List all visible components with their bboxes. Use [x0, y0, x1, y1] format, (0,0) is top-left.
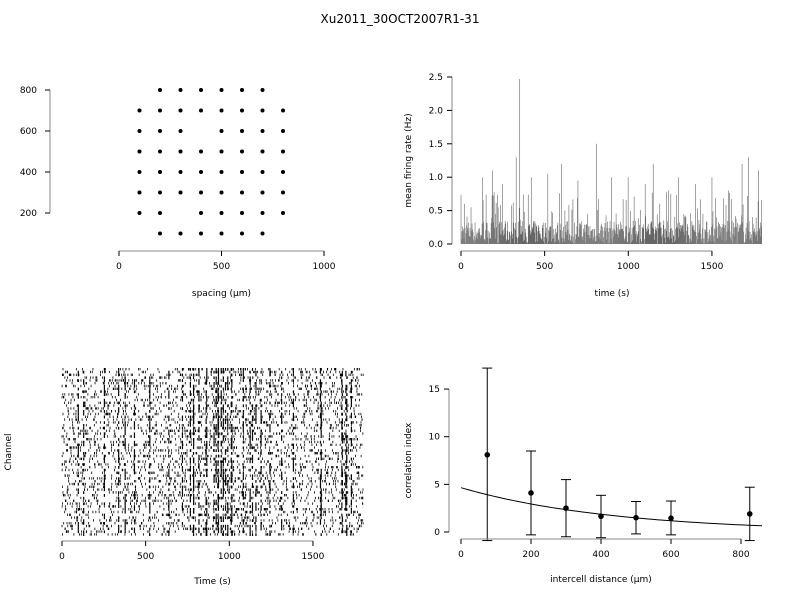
figure-title: Xu2011_30OCT2007R1-31 [320, 12, 480, 26]
electrode-point [199, 170, 203, 174]
electrode-point [178, 231, 183, 236]
electrode-point [199, 108, 203, 113]
electrode-point [260, 129, 265, 133]
electrode-point [281, 211, 285, 215]
electrode-point [199, 190, 203, 195]
electrode-point [137, 149, 142, 154]
electrode-point [219, 211, 224, 215]
rate-y-tick-label: 2.0 [429, 106, 444, 116]
electrode-point [219, 190, 224, 195]
rate-x-label: time (s) [595, 289, 630, 299]
electrode-point [240, 149, 244, 154]
rate-y-label: mean firing rate (Hz) [404, 113, 414, 207]
layout-y-tick-label: 200 [20, 209, 37, 219]
electrode-point [281, 190, 285, 195]
rate-y-tick-label: 1.5 [429, 140, 443, 150]
rate-x-tick-label: 1000 [617, 262, 640, 272]
rate-y-tick-label: 1.0 [429, 173, 444, 183]
electrode-point [281, 170, 285, 174]
layout-y-tick-label: 400 [20, 168, 37, 178]
rate-y-tick-label: 0.5 [429, 207, 443, 217]
electrode-point [137, 190, 142, 195]
electrode-point [260, 88, 265, 92]
electrode-point [219, 108, 224, 113]
electrode-point [260, 190, 265, 195]
rate-x-tick-label: 500 [536, 262, 553, 272]
electrode-point [260, 170, 265, 174]
electrode-point [178, 149, 183, 154]
electrode-point [158, 149, 162, 154]
rate-x-tick-label: 1500 [700, 262, 723, 272]
electrode-point [260, 211, 265, 215]
layout-x-tick-label: 1000 [313, 262, 336, 272]
electrode-point [199, 231, 203, 236]
electrode-point [178, 108, 183, 113]
electrode-point [281, 108, 285, 113]
electrode-point [240, 190, 244, 195]
electrode-point [178, 88, 183, 92]
electrode-point [158, 170, 162, 174]
layout-x-label: spacing (µm) [192, 289, 251, 299]
electrode-point [158, 190, 162, 195]
electrode-point [199, 88, 203, 92]
electrode-point [178, 170, 183, 174]
electrode-point [137, 170, 142, 174]
electrode-point [240, 129, 244, 133]
electrode-point [240, 231, 244, 236]
electrode-point [137, 211, 142, 215]
electrode-point [137, 108, 142, 113]
electrode-point [240, 88, 244, 92]
layout-x-tick-label: 500 [213, 262, 230, 272]
layout-y-tick-label: 600 [20, 127, 37, 137]
layout-y-tick-label: 800 [20, 86, 37, 96]
electrode-point [158, 88, 162, 92]
electrode-point [219, 129, 224, 133]
electrode-point [219, 149, 224, 154]
electrode-point [137, 129, 142, 133]
electrode-point [219, 231, 224, 236]
electrode-point [260, 108, 265, 113]
electrode-point [158, 129, 162, 133]
electrode-point [199, 149, 203, 154]
electrode-point [178, 190, 183, 195]
electrode-point [260, 149, 265, 154]
electrode-point [158, 211, 162, 215]
electrode-point [219, 170, 224, 174]
electrode-point [281, 149, 285, 154]
rate-x-tick-label: 0 [458, 262, 464, 272]
electrode-point [178, 129, 183, 133]
electrode-point [281, 129, 285, 133]
rate-y-tick-label: 0.0 [429, 240, 444, 250]
electrode-point [199, 211, 203, 215]
layout-x-tick-label: 0 [116, 262, 122, 272]
electrode-point [240, 108, 244, 113]
electrode-point [260, 231, 265, 236]
electrode-point [219, 88, 224, 92]
electrode-point [240, 170, 244, 174]
rate-y-tick-label: 2.5 [429, 73, 443, 83]
electrode-point [158, 231, 162, 236]
electrode-point [158, 108, 162, 113]
electrode-point [240, 211, 244, 215]
